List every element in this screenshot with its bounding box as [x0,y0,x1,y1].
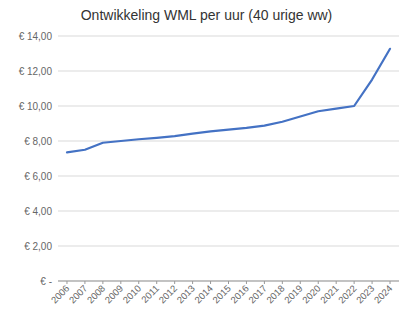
plot-data [67,49,390,153]
x-tick [336,281,337,284]
x-tick-label: 2008 [85,283,108,306]
y-axis: € - € 2,00 € 4,00 € 6,00 € 8,00 € 10,00 € 12,0… [19,31,53,287]
x-tick [318,281,319,284]
y-tick-label: € 10,00 [19,101,53,112]
x-tick-label: 2017 [246,283,269,306]
x-tick [66,281,67,284]
x-tick-label: 2023 [354,283,377,306]
x-tick [282,281,283,284]
x-tick [174,281,175,284]
x-tick-label: 2018 [264,283,287,306]
chart-container: Ontwikkeling WML per uur (40 urige ww) € … [0,0,413,331]
x-tick [210,281,211,284]
x-tick [390,281,391,284]
x-tick [120,281,121,284]
grid-line [58,246,399,247]
y-tick-label: € 2,00 [24,241,52,252]
x-tick [354,281,355,284]
x-tick-label: 2007 [67,283,90,306]
x-tick [264,281,265,284]
y-tick-label: € 8,00 [24,136,52,147]
x-tick [246,281,247,284]
x-tick [228,281,229,284]
grid-line [58,71,399,72]
grid-line [58,211,399,212]
chart-svg: Ontwikkeling WML per uur (40 urige ww) € … [0,0,413,331]
x-tick-label: 2006 [49,283,72,306]
grid-line [58,176,399,177]
line [67,49,390,153]
y-tick-label: € 4,00 [24,206,52,217]
y-grid [58,36,399,281]
x-tick-label: 2009 [103,283,126,306]
x-tick-label: 2014 [192,283,215,306]
x-axis: 2006200720082009201020112012201320142015… [49,281,399,305]
x-tick [84,281,85,284]
x-tick-label: 2024 [372,283,395,306]
x-tick-label: 2015 [210,283,233,306]
x-tick [192,281,193,284]
y-tick-label: € 12,00 [19,66,53,77]
x-tick [300,281,301,284]
grid-line [58,36,399,37]
x-tick [372,281,373,284]
x-tick [156,281,157,284]
x-tick-label: 2013 [174,283,197,306]
x-tick-label: 2022 [336,283,359,306]
y-tick-label: € 6,00 [24,171,52,182]
x-tick-label: 2019 [282,283,305,306]
x-tick-label: 2012 [156,283,179,306]
y-tick-label: € - [40,276,52,287]
x-tick-label: 2021 [318,283,341,306]
x-tick [138,281,139,284]
title: Ontwikkeling WML per uur (40 urige ww) [81,7,333,23]
x-tick [102,281,103,284]
x-tick-label: 2016 [228,283,251,306]
x-tick-label: 2011 [139,283,161,305]
y-tick-label: € 14,00 [19,31,53,42]
x-tick-label: 2020 [300,283,323,306]
x-tick-label: 2010 [120,283,143,306]
